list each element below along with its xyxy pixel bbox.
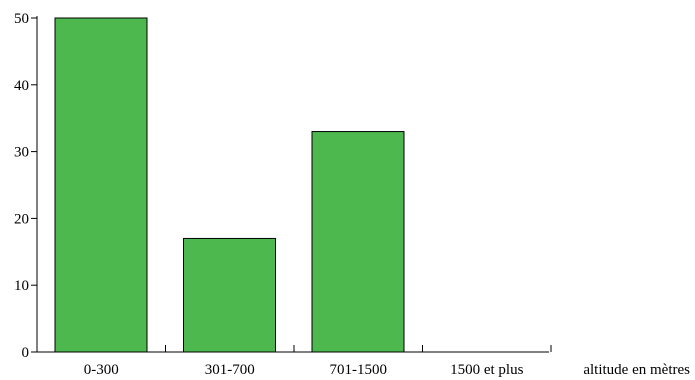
x-tick-label: 1500 et plus xyxy=(450,362,523,378)
y-tick-label: 10 xyxy=(14,278,29,294)
y-tick-label: 30 xyxy=(14,145,29,161)
x-axis: 0-300 301-700 701-1500 1500 et plus xyxy=(36,345,552,378)
x-tick-label: 701-1500 xyxy=(330,362,388,378)
x-tick-label: 301-700 xyxy=(205,362,255,378)
y-tick-label: 0 xyxy=(22,345,30,361)
y-axis: 0 10 20 30 40 50 xyxy=(14,11,38,361)
bar xyxy=(311,131,405,353)
y-tick-label: 40 xyxy=(14,78,29,94)
y-tick-label: 20 xyxy=(14,211,29,227)
bar xyxy=(54,17,148,353)
x-axis-label: altitude en mètres xyxy=(583,362,690,378)
x-tick-label: 0-300 xyxy=(84,362,119,378)
bar xyxy=(183,237,276,353)
bars xyxy=(54,17,405,353)
y-tick-label: 50 xyxy=(14,11,29,27)
